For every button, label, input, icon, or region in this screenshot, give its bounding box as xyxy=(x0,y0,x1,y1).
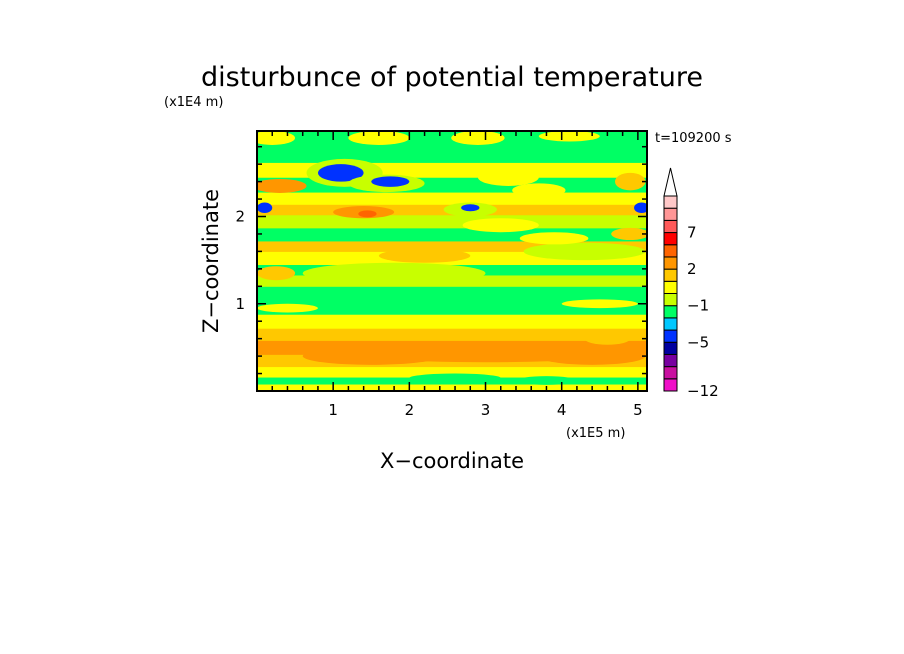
x-tick-label-3: 4 xyxy=(557,401,567,419)
colorbar-swatch-12 xyxy=(663,232,678,246)
heatmap-band-6 xyxy=(257,314,647,329)
colorbar-tick-label-3: 2 xyxy=(687,260,697,278)
plot-frame xyxy=(256,130,648,392)
heatmap-feature-8 xyxy=(358,210,377,218)
x-tick-label-0: 1 xyxy=(328,401,338,419)
heatmap-feature-12 xyxy=(634,202,647,214)
colorbar-swatch-0 xyxy=(663,378,678,392)
x-tick-label-2: 3 xyxy=(481,401,491,419)
colorbar-extend-arrow xyxy=(663,167,678,197)
colorbar-swatch-9 xyxy=(663,268,678,282)
colorbar-swatch-14 xyxy=(663,207,678,221)
y-axis-title: Z−coordinate xyxy=(199,189,223,333)
colorbar-tick-label-1: −5 xyxy=(687,333,709,351)
heatmap-band-5 xyxy=(257,328,647,341)
heatmap-band-12 xyxy=(257,240,647,252)
heatmap-feature-11 xyxy=(257,202,273,214)
heatmap-feature-26 xyxy=(519,232,589,245)
x-scale-label: (x1E5 m) xyxy=(566,426,625,441)
y-tick-label-0: 1 xyxy=(235,295,245,313)
heatmap-feature-4 xyxy=(523,242,646,261)
heatmap-feature-5 xyxy=(257,266,296,281)
colorbar-swatch-3 xyxy=(663,341,678,355)
heatmap-band-2 xyxy=(257,366,647,378)
colorbar-swatch-7 xyxy=(663,293,678,307)
heatmap-feature-2 xyxy=(538,347,646,365)
heatmap-band-16 xyxy=(257,192,647,205)
colorbar-swatch-10 xyxy=(663,256,678,270)
colorbar-swatch-8 xyxy=(663,280,678,294)
x-tick-label-4: 5 xyxy=(633,401,643,419)
heatmap-feature-30 xyxy=(584,332,631,345)
heatmap-feature-16 xyxy=(371,176,410,187)
heatmap-band-0 xyxy=(257,384,647,391)
heatmap-feature-29 xyxy=(515,376,577,385)
heatmap-feature-6 xyxy=(257,178,307,193)
heatmap-feature-18 xyxy=(512,183,566,198)
colorbar-swatch-1 xyxy=(663,366,678,380)
heatmap-feature-22 xyxy=(538,131,600,142)
colorbar-swatch-15 xyxy=(663,195,678,209)
colorbar-swatch-5 xyxy=(663,317,678,331)
heatmap-feature-19 xyxy=(257,131,296,145)
y-axis: 12 xyxy=(235,145,647,375)
heatmap-feature-28 xyxy=(409,373,501,383)
x-tick-label-1: 2 xyxy=(405,401,415,419)
time-label: t=109200 s xyxy=(655,131,732,146)
colorbar-swatch-13 xyxy=(663,219,678,234)
heatmap-band-13 xyxy=(257,227,647,242)
heatmap-feature-10 xyxy=(461,204,480,212)
heatmap-feature-14 xyxy=(317,164,364,182)
colorbar-swatch-4 xyxy=(663,329,678,343)
heatmap-feature-21 xyxy=(451,131,505,145)
heatmap-band-19 xyxy=(257,148,647,163)
heatmap-feature-24 xyxy=(462,218,539,233)
x-axis-title: X−coordinate xyxy=(380,449,524,473)
colorbar-tick-label-4: 7 xyxy=(687,224,697,242)
heatmap-band-14 xyxy=(257,214,647,229)
colorbar-swatch-11 xyxy=(663,244,678,258)
y-scale-label: (x1E4 m) xyxy=(164,95,223,110)
colorbar-tick-label-0: −12 xyxy=(687,382,719,400)
heatmap-feature-31 xyxy=(257,303,318,313)
heatmap-feature-23 xyxy=(615,172,646,191)
y-tick-label-1: 2 xyxy=(235,208,245,226)
heatmap-feature-3 xyxy=(302,262,486,284)
heatmap-feature-17 xyxy=(477,168,539,186)
colorbar: −12−5−127 xyxy=(663,167,719,400)
heatmap-band-8 xyxy=(257,286,647,300)
heatmap-feature-32 xyxy=(561,299,638,309)
colorbar-swatch-6 xyxy=(663,305,678,319)
heatmap-field xyxy=(257,131,647,391)
x-axis: 1 2 3 4 5 xyxy=(271,131,643,419)
colorbar-tick-label-2: −1 xyxy=(687,297,709,315)
heatmap-feature-25 xyxy=(378,248,471,263)
chart-title: disturbunce of potential temperature xyxy=(201,62,703,93)
heatmap-feature-27 xyxy=(611,227,647,241)
heatmap-band-7 xyxy=(257,299,647,315)
heatmap-feature-1 xyxy=(302,347,440,365)
colorbar-swatch-2 xyxy=(663,353,678,368)
